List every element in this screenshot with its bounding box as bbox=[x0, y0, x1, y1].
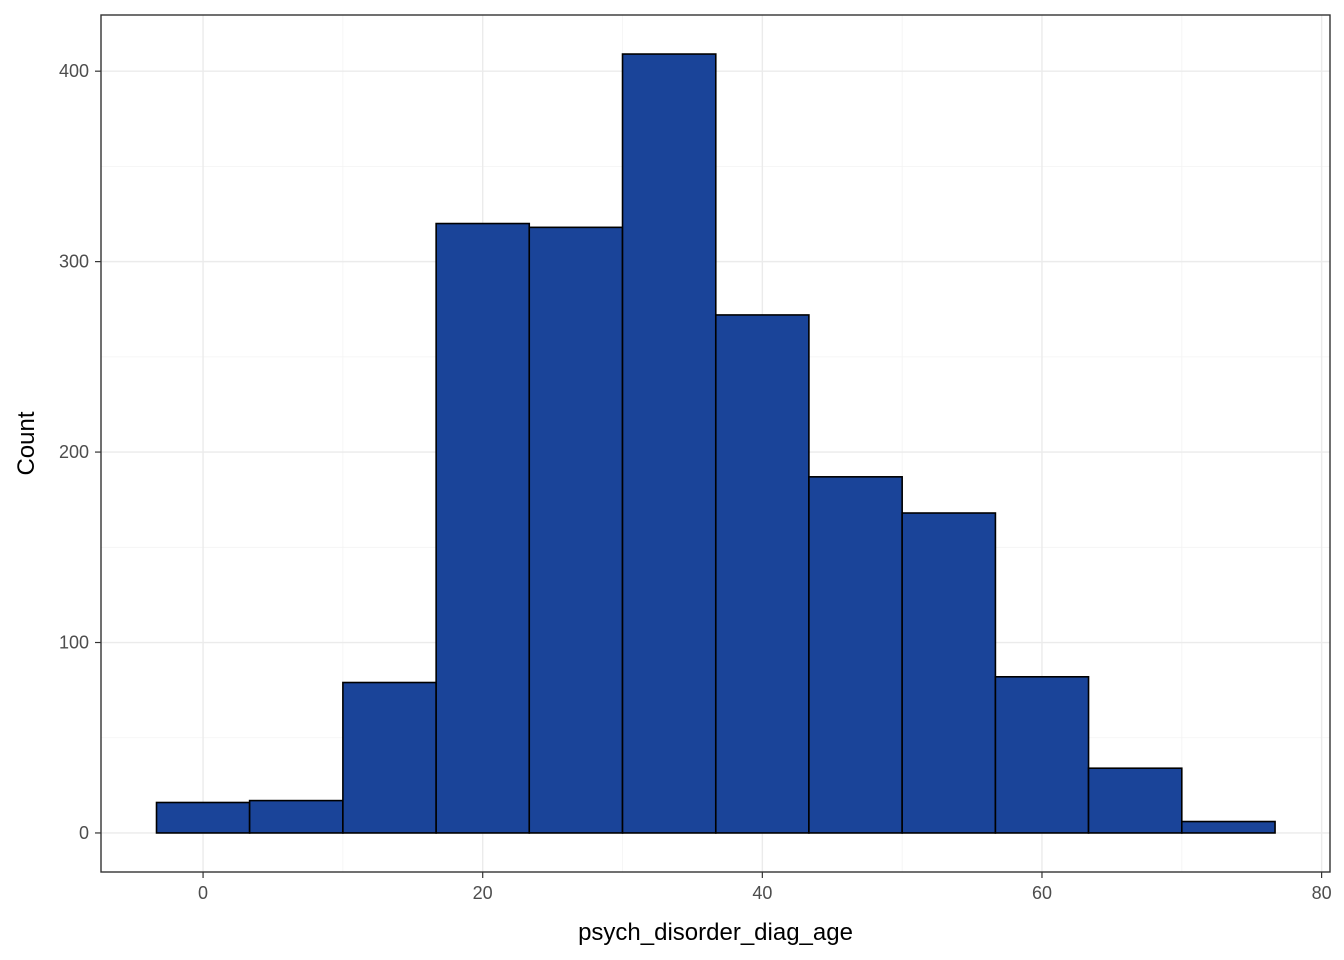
histogram-bar-12 bbox=[1180, 820, 1276, 834]
histogram-bar-8 bbox=[808, 476, 903, 834]
x-axis-title: psych_disorder_diag_age bbox=[578, 919, 853, 946]
histogram-bar-7 bbox=[714, 314, 810, 834]
histogram-bar-3 bbox=[342, 681, 437, 834]
histogram-bar-4 bbox=[435, 222, 531, 834]
histogram-bar-2 bbox=[248, 799, 344, 834]
histogram-bar-5 bbox=[528, 226, 624, 834]
y-tick-label: 100 bbox=[59, 633, 89, 653]
x-tick-label: 20 bbox=[473, 883, 493, 903]
x-tick-label: 80 bbox=[1312, 883, 1332, 903]
histogram-bars bbox=[155, 53, 1276, 834]
y-tick-label: 300 bbox=[59, 252, 89, 272]
panel-border bbox=[100, 14, 1331, 873]
histogram-bar-1 bbox=[155, 801, 251, 834]
histogram-bar-6 bbox=[621, 53, 717, 834]
y-axis-title: Count bbox=[13, 411, 40, 475]
y-tick-label: 200 bbox=[59, 442, 89, 462]
y-tick-label: 0 bbox=[79, 823, 89, 843]
y-tick-label: 400 bbox=[59, 61, 89, 81]
x-axis: 0 20 40 60 80 bbox=[198, 872, 1332, 903]
histogram-bar-9 bbox=[901, 512, 997, 834]
x-tick-label: 40 bbox=[752, 883, 772, 903]
y-axis: 0 100 200 300 400 bbox=[59, 61, 101, 843]
histogram-bar-10 bbox=[994, 675, 1090, 834]
x-tick-label: 60 bbox=[1032, 883, 1052, 903]
histogram-bar-11 bbox=[1087, 767, 1183, 834]
x-tick-label: 0 bbox=[198, 883, 208, 903]
